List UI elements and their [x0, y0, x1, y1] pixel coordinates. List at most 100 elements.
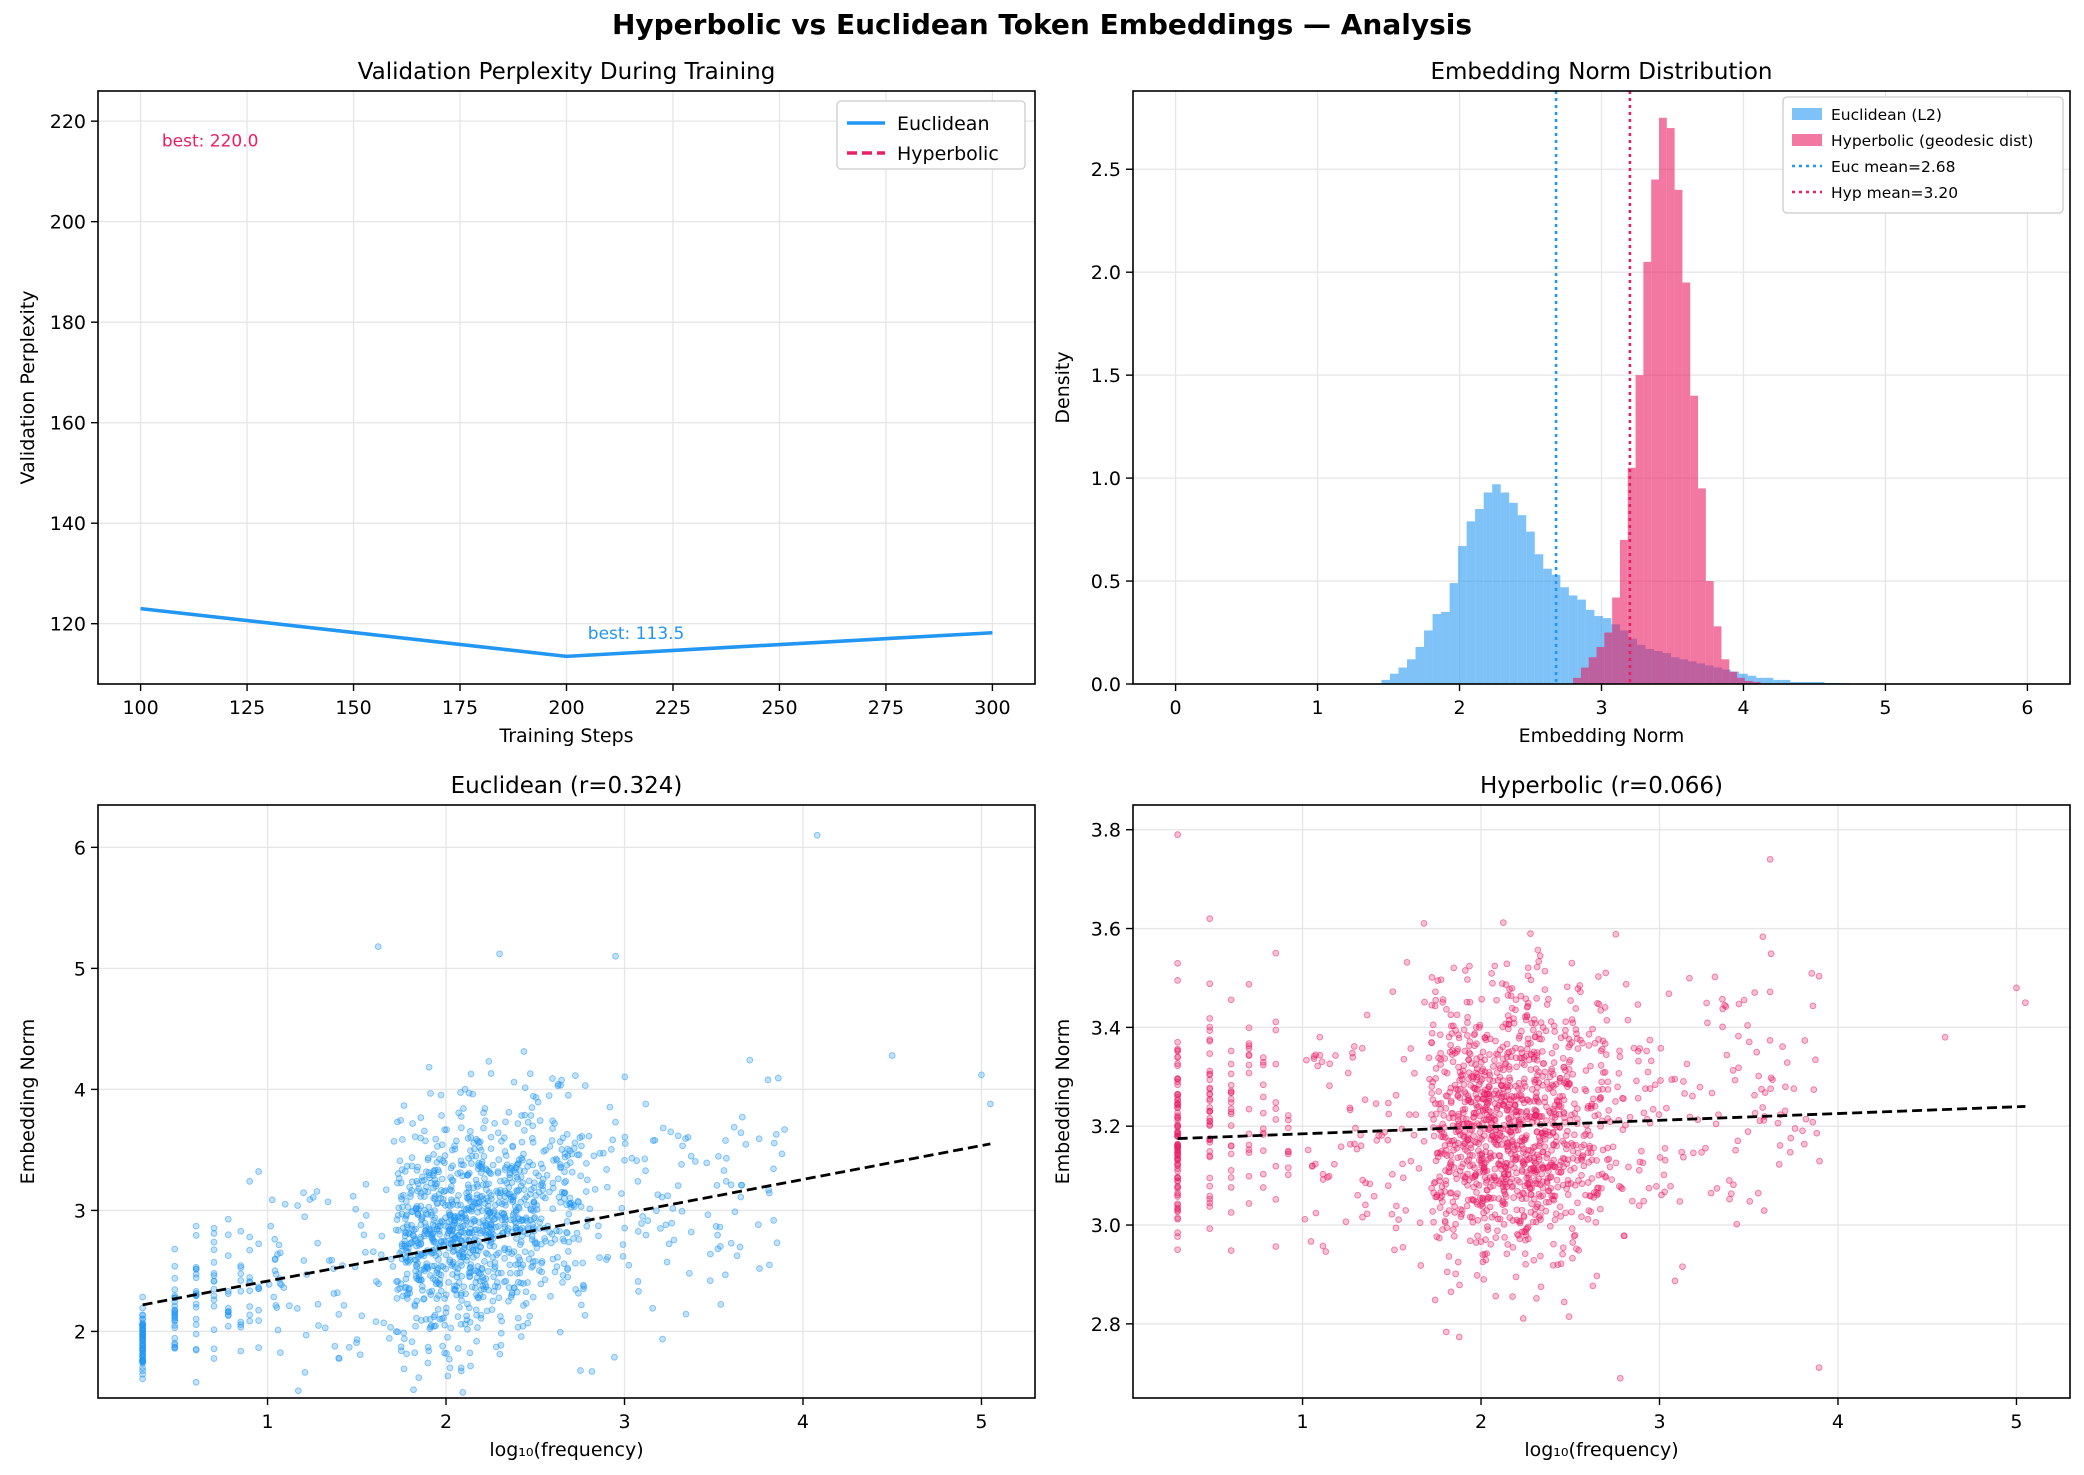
scatter-point	[1428, 1184, 1435, 1192]
scatter-point	[1259, 1093, 1267, 1101]
scatter-point	[1511, 1117, 1519, 1125]
scatter-point	[1245, 980, 1253, 988]
scatter-point	[1381, 1128, 1388, 1136]
scatter-point	[139, 1370, 146, 1378]
scatter-point	[1562, 1067, 1569, 1074]
scatter-point	[1579, 1152, 1587, 1159]
scatter-point	[572, 1259, 579, 1267]
scatter-point	[1646, 1085, 1654, 1092]
scatter-point	[1635, 1057, 1642, 1065]
scatter-point	[1595, 1000, 1603, 1008]
scatter-point	[1389, 988, 1397, 996]
scatter-point	[224, 1322, 232, 1330]
scatter-point	[1439, 999, 1447, 1006]
scatter-point	[1554, 1183, 1562, 1191]
scatter-point	[192, 1232, 200, 1239]
scatter-point	[1524, 964, 1532, 972]
scatter-point	[1596, 1205, 1604, 1213]
scatter-point	[1634, 1047, 1642, 1055]
scatter-point	[139, 1304, 146, 1312]
scatter-point	[1791, 1125, 1799, 1132]
scatter-point	[1732, 1146, 1739, 1154]
scatter-point	[1550, 1240, 1557, 1248]
y-axis-label: Density	[1052, 351, 1074, 423]
scatter-point	[408, 1338, 416, 1346]
hist-bar-hyperbolic	[1737, 677, 1745, 684]
scatter-point	[1522, 1016, 1530, 1024]
scatter-point	[1744, 1128, 1752, 1135]
scatter-point	[1464, 976, 1471, 983]
scatter-point	[1437, 976, 1445, 984]
scatter-point	[1206, 1182, 1214, 1190]
hist-bar-hyperbolic	[1744, 680, 1753, 684]
scatter-point	[1174, 1123, 1181, 1131]
scatter-point	[1312, 1209, 1320, 1217]
scatter-point	[1543, 1078, 1551, 1086]
scatter-point	[1206, 1027, 1214, 1034]
scatter-point	[1399, 1243, 1407, 1251]
scatter-point	[1712, 1120, 1720, 1128]
scatter-point	[1453, 1175, 1460, 1183]
scatter-point	[1432, 988, 1439, 996]
scatter-point	[1174, 1207, 1181, 1214]
scatter-point	[1454, 1113, 1462, 1120]
y-tick-label: 3.6	[1091, 919, 1121, 941]
scatter-point	[1624, 1016, 1632, 1024]
scatter-point	[1342, 1218, 1350, 1226]
scatter-point	[1504, 1012, 1512, 1019]
scatter-point	[1456, 1077, 1463, 1084]
scatter-point	[1453, 1048, 1461, 1055]
scatter-point	[1513, 1063, 1520, 1071]
scatter-point	[1482, 1256, 1490, 1264]
scatter-point	[1560, 1155, 1568, 1163]
scatter-point	[443, 1126, 450, 1134]
scatter-point	[1447, 1189, 1455, 1196]
scatter-point	[1572, 1005, 1580, 1012]
scatter-point	[1504, 1241, 1512, 1248]
scatter-point	[1245, 1200, 1253, 1207]
scatter-point	[1495, 1177, 1503, 1185]
scatter-point	[1597, 1047, 1605, 1055]
scatter-point	[1601, 1068, 1609, 1076]
scatter-point	[210, 1302, 218, 1310]
scatter-point	[1522, 1195, 1530, 1202]
scatter-point	[1711, 973, 1719, 981]
scatter-point	[1528, 1019, 1536, 1027]
legend-label: Hyperbolic	[897, 143, 999, 165]
scatter-point	[1516, 1032, 1523, 1040]
hist-bar-euclidean	[1381, 679, 1390, 684]
scatter-point	[1520, 1145, 1528, 1153]
scatter-point	[1520, 1136, 1528, 1144]
scatter-point	[1746, 1197, 1754, 1205]
scatter-point	[1589, 1282, 1597, 1290]
scatter-point	[621, 1156, 628, 1164]
hist-bar-euclidean	[1517, 515, 1527, 684]
scatter-point	[1543, 1178, 1551, 1185]
scatter-point	[1486, 1083, 1493, 1091]
scatter-point	[1559, 1137, 1566, 1145]
scatter-point	[1661, 1145, 1669, 1152]
hist-bar-euclidean	[1415, 646, 1425, 684]
legend-label: Euc mean=2.68	[1831, 158, 1956, 176]
scatter-point	[1501, 1234, 1508, 1241]
scatter-point	[210, 1270, 218, 1277]
scatter-point	[1384, 1182, 1392, 1190]
scatter-point	[1482, 1143, 1490, 1150]
scatter-point	[485, 1058, 493, 1065]
scatter-point	[1471, 1164, 1478, 1172]
scatter-point	[1344, 1069, 1352, 1077]
scatter-point	[1504, 1081, 1512, 1089]
scatter-point	[1303, 1056, 1310, 1064]
x-tick-label: 4	[1832, 1411, 1844, 1433]
x-tick-label: 250	[761, 697, 797, 719]
scatter-point	[1245, 1069, 1253, 1077]
scatter-point	[1756, 1117, 1764, 1125]
scatter-point	[1565, 1058, 1573, 1066]
scatter-point	[1544, 1163, 1552, 1171]
scatter-point	[1227, 1108, 1235, 1116]
scatter-point	[1479, 1088, 1486, 1096]
hist-bar-hyperbolic	[1698, 488, 1706, 684]
scatter-point	[1227, 1174, 1235, 1181]
scatter-point	[171, 1245, 179, 1253]
scatter-point	[210, 1246, 218, 1254]
